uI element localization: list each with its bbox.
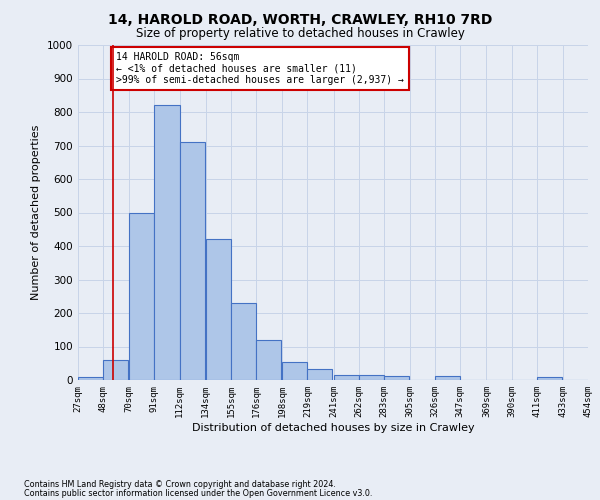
Text: Contains HM Land Registry data © Crown copyright and database right 2024.: Contains HM Land Registry data © Crown c… <box>24 480 336 489</box>
Bar <box>103 360 128 380</box>
Bar <box>536 376 562 380</box>
Bar <box>256 340 281 380</box>
Bar <box>359 374 384 380</box>
Bar <box>282 362 307 380</box>
Bar <box>307 370 332 380</box>
Bar <box>384 376 409 380</box>
Text: Size of property relative to detached houses in Crawley: Size of property relative to detached ho… <box>136 28 464 40</box>
Bar <box>334 374 359 380</box>
Bar <box>78 378 103 380</box>
Bar <box>231 303 256 380</box>
Text: Contains public sector information licensed under the Open Government Licence v3: Contains public sector information licen… <box>24 489 373 498</box>
Text: 14 HAROLD ROAD: 56sqm
← <1% of detached houses are smaller (11)
>99% of semi-det: 14 HAROLD ROAD: 56sqm ← <1% of detached … <box>116 52 404 85</box>
Y-axis label: Number of detached properties: Number of detached properties <box>31 125 41 300</box>
Bar <box>206 240 231 380</box>
Bar <box>130 212 154 380</box>
Bar <box>435 376 460 380</box>
X-axis label: Distribution of detached houses by size in Crawley: Distribution of detached houses by size … <box>191 422 475 432</box>
Text: 14, HAROLD ROAD, WORTH, CRAWLEY, RH10 7RD: 14, HAROLD ROAD, WORTH, CRAWLEY, RH10 7R… <box>108 12 492 26</box>
Bar <box>154 106 179 380</box>
Bar <box>179 142 205 380</box>
